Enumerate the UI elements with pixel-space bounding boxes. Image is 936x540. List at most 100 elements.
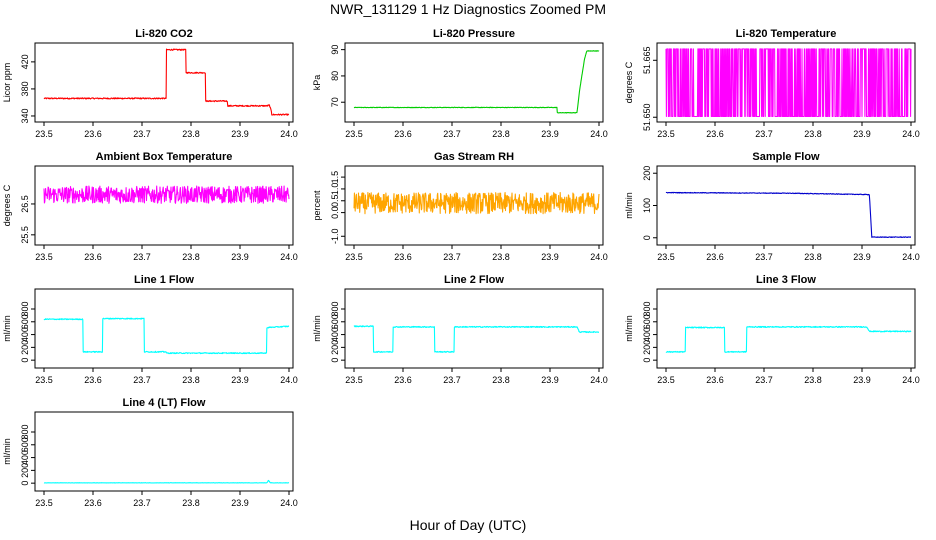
series-line bbox=[665, 191, 912, 238]
x-tick-label: 23.9 bbox=[231, 498, 249, 508]
y-tick-label: 600 bbox=[20, 314, 30, 329]
x-tick-label: 23.6 bbox=[706, 252, 724, 262]
y-tick-label: 600 bbox=[642, 314, 652, 329]
plot-frame bbox=[34, 42, 294, 123]
y-axis-label: degrees C bbox=[2, 184, 12, 226]
panel-title: Gas Stream RH bbox=[434, 151, 514, 163]
x-tick-label: 23.5 bbox=[345, 129, 363, 139]
x-tick-label: 23.7 bbox=[755, 252, 773, 262]
x-tick-label: 23.5 bbox=[35, 129, 53, 139]
x-tick-label: 23.6 bbox=[84, 375, 102, 385]
series-line bbox=[665, 48, 912, 118]
panel-7: Line 1 Flow ml/min 23.5 23.6 23.7 23.8 23.9 24.… bbox=[2, 274, 298, 385]
y-tick-label: 1.5 bbox=[330, 171, 340, 184]
y-tick-label: 600 bbox=[20, 437, 30, 452]
x-tick-label: 23.9 bbox=[853, 375, 871, 385]
panel-title: Li-820 CO2 bbox=[135, 28, 192, 40]
x-tick-label: 23.8 bbox=[804, 375, 822, 385]
series-line bbox=[353, 50, 600, 114]
y-axis-label: ml/min bbox=[624, 315, 634, 342]
y-tick-label: 51.650 bbox=[642, 103, 652, 131]
x-tick-label: 23.5 bbox=[657, 375, 675, 385]
y-tick-label: 420 bbox=[20, 54, 30, 69]
y-axis-label: ml/min bbox=[624, 192, 634, 219]
panel-3: Li-820 Temperature degrees C 23.5 23.6 23.7 2… bbox=[624, 28, 920, 139]
x-tick-label: 23.7 bbox=[133, 129, 151, 139]
panel-title: Line 4 (LT) Flow bbox=[123, 397, 206, 409]
x-tick-label: 23.9 bbox=[231, 252, 249, 262]
x-tick-label: 23.5 bbox=[35, 498, 53, 508]
plot-frame bbox=[656, 288, 916, 369]
y-tick-label: 0 bbox=[20, 358, 30, 363]
x-tick-label: 24.0 bbox=[590, 129, 608, 139]
plot-frame bbox=[34, 288, 294, 369]
x-tick-label: 23.8 bbox=[182, 375, 200, 385]
x-tick-label: 24.0 bbox=[280, 129, 298, 139]
y-tick-label: 200 bbox=[642, 166, 652, 181]
y-tick-label: 80 bbox=[330, 71, 340, 81]
series-line bbox=[665, 325, 912, 353]
x-tick-label: 23.6 bbox=[84, 498, 102, 508]
panel-5: Gas Stream RH percent 23.5 23.6 23.7 23.8 23.9… bbox=[312, 151, 608, 262]
x-tick-label: 23.7 bbox=[133, 375, 151, 385]
x-tick-label: 23.5 bbox=[345, 375, 363, 385]
series-line bbox=[353, 191, 600, 215]
y-tick-label: 340 bbox=[20, 108, 30, 123]
x-tick-label: 23.9 bbox=[231, 375, 249, 385]
x-tick-label: 23.8 bbox=[804, 129, 822, 139]
x-tick-label: 23.8 bbox=[492, 129, 510, 139]
x-tick-label: 23.9 bbox=[541, 129, 559, 139]
x-tick-label: 23.6 bbox=[706, 129, 724, 139]
y-axis-label: degrees C bbox=[624, 61, 634, 103]
panel-4: Ambient Box Temperature degrees C 23.5 23.6… bbox=[2, 151, 298, 262]
x-tick-label: 23.8 bbox=[492, 375, 510, 385]
y-tick-label: 400 bbox=[20, 327, 30, 342]
y-tick-label: 800 bbox=[20, 424, 30, 439]
plot-frame bbox=[656, 165, 916, 246]
panel-title: Sample Flow bbox=[752, 151, 820, 163]
y-tick-label: 400 bbox=[642, 327, 652, 342]
panel-title: Ambient Box Temperature bbox=[96, 151, 233, 163]
panel-10: Line 4 (LT) Flow ml/min 23.5 23.6 23.7 23.8 23… bbox=[2, 397, 298, 508]
y-tick-label: 26.5 bbox=[20, 195, 30, 213]
x-tick-label: 23.7 bbox=[443, 252, 461, 262]
y-tick-label: 400 bbox=[20, 450, 30, 465]
x-tick-label: 23.9 bbox=[853, 129, 871, 139]
plot-frame bbox=[344, 165, 604, 246]
series-line bbox=[43, 185, 290, 204]
x-tick-label: 24.0 bbox=[590, 375, 608, 385]
y-tick-label: 0 bbox=[642, 358, 652, 363]
plot-frame bbox=[344, 42, 604, 123]
x-tick-label: 23.7 bbox=[133, 252, 151, 262]
x-tick-label: 23.6 bbox=[84, 252, 102, 262]
y-tick-label: 200 bbox=[642, 340, 652, 355]
x-tick-label: 23.7 bbox=[133, 498, 151, 508]
series-line bbox=[43, 317, 290, 355]
x-tick-label: 23.7 bbox=[755, 129, 773, 139]
y-axis-label: ml/min bbox=[2, 438, 12, 465]
x-tick-label: 23.9 bbox=[541, 252, 559, 262]
x-tick-label: 23.9 bbox=[541, 375, 559, 385]
panel-title: Li-820 Temperature bbox=[736, 28, 837, 40]
x-tick-label: 23.6 bbox=[394, 252, 412, 262]
panel-title: Li-820 Pressure bbox=[433, 28, 515, 40]
series-line bbox=[43, 48, 290, 116]
y-tick-label: 1.0 bbox=[330, 183, 340, 196]
x-tick-label: 23.6 bbox=[706, 375, 724, 385]
y-tick-label: 800 bbox=[642, 301, 652, 316]
x-tick-label: 23.8 bbox=[182, 129, 200, 139]
x-tick-label: 24.0 bbox=[902, 252, 920, 262]
x-tick-label: 24.0 bbox=[280, 252, 298, 262]
x-tick-label: 24.0 bbox=[280, 375, 298, 385]
y-tick-label: 200 bbox=[330, 340, 340, 355]
panel-9: Line 3 Flow ml/min 23.5 23.6 23.7 23.8 23.9 24.… bbox=[624, 274, 920, 385]
y-tick-label: 400 bbox=[330, 327, 340, 342]
page-title: NWR_131129 1 Hz Diagnostics Zoomed PM bbox=[330, 1, 606, 17]
x-tick-label: 23.7 bbox=[443, 129, 461, 139]
x-tick-label: 23.5 bbox=[657, 252, 675, 262]
panel-6: Sample Flow ml/min 23.5 23.6 23.7 23.8 23.9 24.… bbox=[624, 151, 920, 262]
x-tick-label: 24.0 bbox=[590, 252, 608, 262]
y-tick-label: 200 bbox=[20, 463, 30, 478]
y-tick-label: 600 bbox=[330, 314, 340, 329]
x-tick-label: 23.9 bbox=[853, 252, 871, 262]
